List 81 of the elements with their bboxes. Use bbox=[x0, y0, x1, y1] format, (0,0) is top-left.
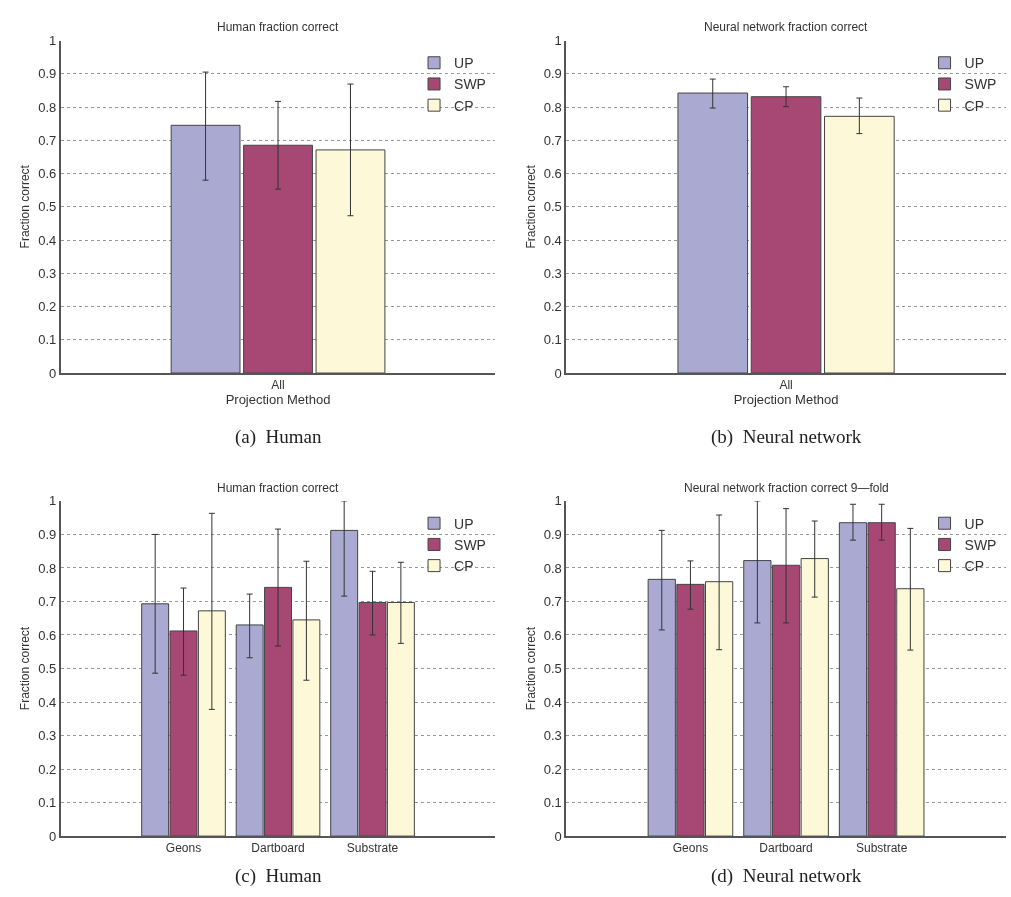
text: (b) Neural network bbox=[711, 426, 862, 448]
x-axis-title: Projection Method bbox=[733, 392, 839, 408]
y-tick-label: 0.5 bbox=[543, 661, 562, 677]
x-tick-label: Dartboard bbox=[251, 841, 305, 856]
y-tick-label: 0.8 bbox=[38, 560, 57, 576]
y-tick-label: 1 bbox=[49, 493, 57, 509]
y-tick-label: 0.3 bbox=[38, 728, 57, 744]
legend-label: SWP bbox=[964, 76, 997, 93]
legend-label: UP bbox=[964, 55, 984, 72]
y-tick-label: 0.8 bbox=[543, 99, 562, 115]
y-tick-label: 0.9 bbox=[38, 66, 57, 82]
y-tick-label: 0.1 bbox=[543, 795, 562, 811]
legend-label: UP bbox=[454, 515, 474, 532]
x-tick-label: Geons bbox=[672, 841, 709, 856]
y-tick-label: 0.1 bbox=[38, 332, 57, 348]
chart-title: Human fraction correct bbox=[217, 481, 340, 495]
x-tick-label: All bbox=[779, 378, 793, 393]
x-tick-label: Substrate bbox=[346, 841, 399, 856]
x-tick-label: Dartboard bbox=[759, 841, 813, 856]
y-axis-title: Fraction correct bbox=[18, 626, 33, 711]
y-tick-label: 0.7 bbox=[543, 594, 562, 610]
y-tick-label: 0.1 bbox=[543, 332, 562, 348]
text: (c) Human bbox=[235, 865, 323, 887]
y-tick-label: 0.3 bbox=[38, 265, 57, 281]
legend-label: CP bbox=[454, 558, 474, 575]
bar bbox=[243, 144, 313, 374]
legend-label: CP bbox=[454, 97, 474, 114]
y-tick-label: 0.5 bbox=[38, 661, 57, 677]
y-tick-label: 0.6 bbox=[543, 166, 562, 182]
y-tick-label: 0.7 bbox=[38, 132, 57, 148]
x-axis-title: Projection Method bbox=[225, 392, 331, 408]
y-tick-label: 0 bbox=[554, 365, 562, 381]
y-tick-label: 0.9 bbox=[38, 526, 57, 542]
y-tick-label: 0.8 bbox=[38, 99, 57, 115]
y-tick-label: 0.1 bbox=[38, 795, 57, 811]
text: (a) Human bbox=[235, 426, 323, 448]
x-tick-label: All bbox=[271, 378, 285, 393]
y-tick-label: 1 bbox=[554, 33, 562, 49]
legend-label: SWP bbox=[454, 76, 486, 93]
y-tick-label: 0.2 bbox=[543, 761, 562, 777]
y-tick-label: 0.8 bbox=[543, 560, 562, 576]
legend-label: UP bbox=[964, 515, 984, 532]
x-tick-label: Substrate bbox=[855, 841, 908, 856]
y-tick-label: 0.3 bbox=[543, 265, 562, 281]
y-tick-label: 0.4 bbox=[38, 694, 57, 710]
y-tick-label: 1 bbox=[554, 493, 562, 509]
y-tick-label: 0.9 bbox=[543, 66, 562, 82]
x-tick-label: Geons bbox=[165, 841, 202, 856]
bar bbox=[170, 124, 241, 374]
chart-title: Human fraction correct bbox=[217, 20, 340, 34]
y-tick-label: 0.4 bbox=[38, 232, 57, 248]
y-tick-label: 0 bbox=[554, 828, 562, 844]
y-tick-label: 0.9 bbox=[543, 526, 562, 542]
y-tick-label: 0.6 bbox=[38, 627, 57, 643]
chart-title: Neural network fraction correct bbox=[704, 20, 869, 34]
y-tick-label: 0.2 bbox=[543, 299, 562, 315]
y-tick-label: 0 bbox=[49, 828, 57, 844]
y-axis-title: Fraction correct bbox=[523, 164, 538, 249]
y-tick-label: 0.3 bbox=[543, 728, 562, 744]
y-tick-label: 0.4 bbox=[543, 232, 562, 248]
y-axis-title: Fraction correct bbox=[523, 626, 538, 711]
y-tick-label: 0.7 bbox=[543, 132, 562, 148]
y-tick-label: 0.2 bbox=[38, 299, 57, 315]
legend-label: CP bbox=[964, 97, 984, 114]
y-tick-label: 0.7 bbox=[38, 594, 57, 610]
y-axis-title: Fraction correct bbox=[18, 164, 33, 249]
y-tick-label: 0.5 bbox=[543, 199, 562, 215]
bar bbox=[315, 149, 386, 374]
text: (d) Neural network bbox=[711, 865, 862, 887]
y-tick-label: 1 bbox=[49, 33, 57, 49]
y-tick-label: 0 bbox=[49, 365, 57, 381]
legend-label: SWP bbox=[964, 536, 997, 553]
y-tick-label: 0.6 bbox=[543, 627, 562, 643]
y-tick-label: 0.4 bbox=[543, 694, 562, 710]
legend-label: SWP bbox=[454, 536, 486, 553]
chart-title: Neural network fraction correct 9—fold bbox=[684, 481, 889, 495]
legend-label: CP bbox=[964, 558, 984, 575]
legend-label: UP bbox=[454, 55, 474, 72]
y-tick-label: 0.6 bbox=[38, 166, 57, 182]
y-tick-label: 0.5 bbox=[38, 199, 57, 215]
y-tick-label: 0.2 bbox=[38, 761, 57, 777]
